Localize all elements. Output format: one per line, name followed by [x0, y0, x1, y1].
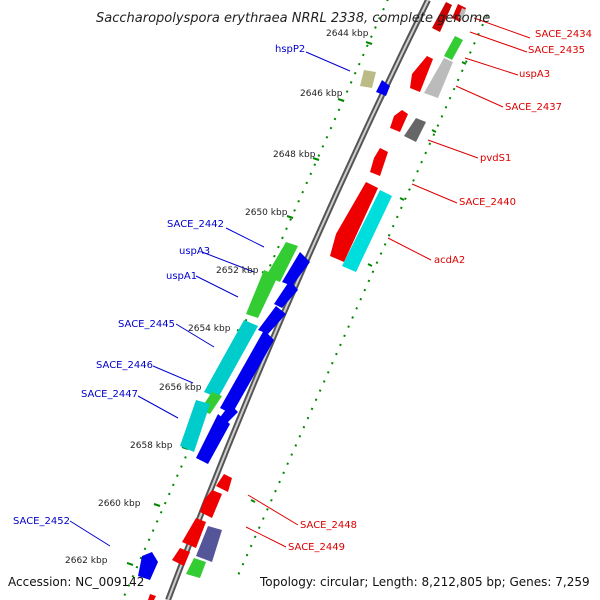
- tick-label: 2644 kbp: [326, 29, 369, 39]
- gene-feature: [360, 70, 376, 88]
- gene-feature: [138, 552, 158, 580]
- gene-label-acda2[interactable]: acdA2: [434, 255, 465, 266]
- gene-labels-left: hspP2 SACE_2442 uspA3 uspA1 SACE_2445 SA…: [13, 44, 305, 527]
- tick-label: 2652 kbp: [216, 266, 259, 276]
- gene-feature: [330, 182, 378, 262]
- gene-label-sace-2446[interactable]: SACE_2446: [96, 360, 153, 371]
- genes-left-strand: [138, 70, 390, 580]
- accession-text: Accession: NC_009142: [8, 575, 144, 589]
- gene-label-sace-2437[interactable]: SACE_2437: [505, 102, 562, 113]
- scale-track-outer: [235, 14, 488, 581]
- gene-feature: [432, 2, 452, 32]
- genome-summary-text: Topology: circular; Length: 8,212,805 bp…: [259, 575, 590, 589]
- gene-feature: [390, 110, 408, 132]
- gene-feature: [172, 548, 190, 566]
- gene-label-uspa3-right[interactable]: uspA3: [519, 69, 550, 80]
- gene-label-sace-2445[interactable]: SACE_2445: [118, 319, 175, 330]
- gene-feature: [246, 270, 278, 318]
- gene-label-sace-2448[interactable]: SACE_2448: [300, 520, 357, 531]
- gene-feature: [196, 526, 222, 562]
- tick-label: 2654 kbp: [188, 324, 231, 334]
- tick-label: 2660 kbp: [98, 499, 141, 509]
- tick-label: 2650 kbp: [245, 208, 288, 218]
- gene-feature: [148, 594, 156, 600]
- gene-feature: [370, 148, 388, 176]
- gene-feature: [200, 490, 222, 518]
- tick-label: 2662 kbp: [65, 556, 108, 566]
- tick-labels: 2644 kbp 2646 kbp 2648 kbp 2650 kbp 2652…: [65, 29, 369, 566]
- gene-feature: [424, 58, 453, 98]
- tick-label: 2656 kbp: [159, 383, 202, 393]
- gene-feature: [376, 80, 390, 96]
- genes-right-strand: [148, 2, 466, 600]
- gene-label-uspa1[interactable]: uspA1: [166, 271, 197, 282]
- gene-label-sace-2452[interactable]: SACE_2452: [13, 516, 70, 527]
- gene-feature: [458, 8, 466, 20]
- gene-feature: [266, 242, 298, 282]
- gene-feature: [410, 56, 433, 92]
- gene-feature: [404, 118, 426, 142]
- gene-label-uspa3-left[interactable]: uspA3: [179, 246, 210, 257]
- gene-feature: [182, 518, 206, 548]
- gene-feature: [444, 36, 463, 60]
- gene-feature: [274, 280, 298, 308]
- gene-feature: [180, 400, 210, 452]
- gene-label-hspp2[interactable]: hspP2: [275, 44, 305, 55]
- leader-lines: [69, 17, 531, 548]
- map-title: Saccharopolyspora erythraea NRRL 2338, c…: [96, 11, 490, 26]
- gene-label-sace-2449[interactable]: SACE_2449: [288, 542, 345, 553]
- gene-feature: [220, 330, 274, 414]
- gene-label-sace-2447[interactable]: SACE_2447: [81, 389, 138, 400]
- gene-label-sace-2435[interactable]: SACE_2435: [528, 45, 585, 56]
- gene-feature: [282, 252, 310, 286]
- gene-feature: [196, 414, 230, 464]
- gene-label-sace-2434[interactable]: SACE_2434: [535, 29, 592, 40]
- gene-feature: [342, 190, 392, 272]
- tick-label: 2646 kbp: [300, 89, 343, 99]
- gene-label-pvds1[interactable]: pvdS1: [480, 153, 511, 164]
- gene-feature: [204, 320, 258, 398]
- gene-feature: [216, 474, 232, 492]
- gene-label-sace-2442[interactable]: SACE_2442: [167, 219, 224, 230]
- tick-label: 2658 kbp: [130, 441, 173, 451]
- tick-label: 2648 kbp: [273, 150, 316, 160]
- gene-feature: [258, 306, 286, 334]
- gene-label-sace-2440[interactable]: SACE_2440: [459, 197, 516, 208]
- gene-labels-right: SACE_2434 SACE_2435 uspA3 SACE_2437 pvdS…: [288, 29, 592, 553]
- gene-feature: [186, 558, 206, 578]
